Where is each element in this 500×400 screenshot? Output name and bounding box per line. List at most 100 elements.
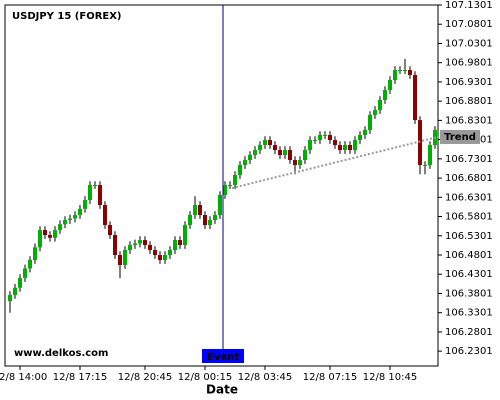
candle-body [93, 185, 97, 187]
candle-body [143, 240, 147, 246]
candle-body [248, 155, 252, 161]
candle-body [183, 225, 187, 246]
candle-body [118, 255, 122, 266]
candle-body [308, 140, 312, 151]
y-tick-label: 106.7301 [445, 154, 493, 165]
candle-body [393, 70, 397, 81]
candle-body [8, 295, 12, 302]
candle-body [168, 250, 172, 256]
candle-body [163, 255, 167, 261]
y-tick-label: 106.5301 [445, 231, 493, 242]
candle-body [363, 130, 367, 136]
candle-body [148, 245, 152, 251]
candle-body [403, 70, 407, 72]
candle-body [53, 230, 57, 238]
candle-body [423, 165, 427, 167]
source-label: www.delkos.com [14, 348, 108, 359]
y-tick-label: 106.9801 [445, 58, 493, 69]
candle-body [18, 278, 22, 288]
candle-body [353, 140, 357, 151]
candle-body [303, 150, 307, 161]
candle-body [343, 145, 347, 151]
candle-body [13, 287, 17, 296]
y-tick-label: 106.5801 [445, 212, 493, 223]
y-tick-label: 106.9301 [445, 77, 493, 88]
candle-body [58, 224, 62, 231]
candle-body [98, 185, 102, 206]
candle-body [193, 205, 197, 216]
candle-body [338, 145, 342, 151]
y-tick-label: 106.2301 [445, 346, 493, 357]
candle-body [48, 235, 52, 238]
candle-body [188, 215, 192, 226]
candle-body [238, 165, 242, 176]
candle-body [368, 115, 372, 131]
chart-title: USDJPY 15 (FOREX) [12, 11, 122, 22]
candle-body [398, 70, 402, 72]
candle-body [198, 205, 202, 216]
candle-body [63, 220, 67, 225]
candle-body [263, 140, 267, 146]
candle-body [268, 140, 272, 146]
candle-body [223, 185, 227, 196]
candle-body [88, 185, 92, 201]
trend-label: Trend [444, 132, 476, 143]
candle-body [323, 135, 327, 137]
candle-body [358, 135, 362, 141]
y-tick-label: 106.3801 [445, 288, 493, 299]
y-tick-label: 106.4301 [445, 269, 493, 280]
candle-body [388, 80, 392, 91]
y-tick-label: 106.8301 [445, 115, 493, 126]
trend-box [440, 129, 480, 144]
candle-body [348, 145, 352, 151]
x-tick-label: 12/8 03:45 [238, 372, 292, 383]
candle-body [273, 145, 277, 151]
candle-body [283, 150, 287, 156]
y-tick-label: 106.8801 [445, 96, 493, 107]
x-axis-title: Date [206, 383, 238, 397]
plot-frame [4, 4, 439, 367]
x-tick-label: 12/8 10:45 [363, 372, 417, 383]
candle-body [213, 215, 217, 221]
y-tick-label: 106.2801 [445, 327, 493, 338]
candle-body [253, 150, 257, 156]
candle-body [153, 250, 157, 256]
candle-body [318, 135, 322, 141]
y-tick-label: 106.6301 [445, 192, 493, 203]
y-tick-label: 107.1301 [445, 0, 493, 11]
candle-body [428, 145, 432, 166]
event-box [202, 349, 244, 363]
y-tick-label: 106.4801 [445, 250, 493, 261]
candle-body [418, 120, 422, 166]
candle-body [258, 145, 262, 151]
candle-body [228, 185, 232, 187]
x-tick-label: 12/8 00:15 [178, 372, 232, 383]
candle-body [108, 225, 112, 236]
candle-body [293, 160, 297, 166]
candle-body [203, 215, 207, 226]
candle-body [333, 140, 337, 146]
candle-body [328, 135, 332, 141]
candle-body [28, 260, 32, 269]
candle-body [233, 175, 237, 186]
trend-line [231, 135, 439, 190]
candle-body [113, 235, 117, 256]
candle-body [43, 230, 47, 236]
candle-body [208, 220, 212, 226]
candle-body [178, 240, 182, 246]
y-tick-label: 106.3301 [445, 308, 493, 319]
candle-body [383, 90, 387, 101]
y-tick-label: 106.6801 [445, 173, 493, 184]
candle-body [78, 208, 82, 216]
event-label: Event [207, 352, 239, 363]
x-tick-label: 12/8 20:45 [118, 372, 172, 383]
candle-body [138, 240, 142, 244]
candle-body [298, 160, 302, 166]
candle-body [173, 240, 177, 251]
candle-body [123, 250, 127, 266]
candle-body [378, 100, 382, 111]
candle-body [288, 150, 292, 161]
candle-body [243, 160, 247, 166]
candle-body [408, 70, 412, 76]
